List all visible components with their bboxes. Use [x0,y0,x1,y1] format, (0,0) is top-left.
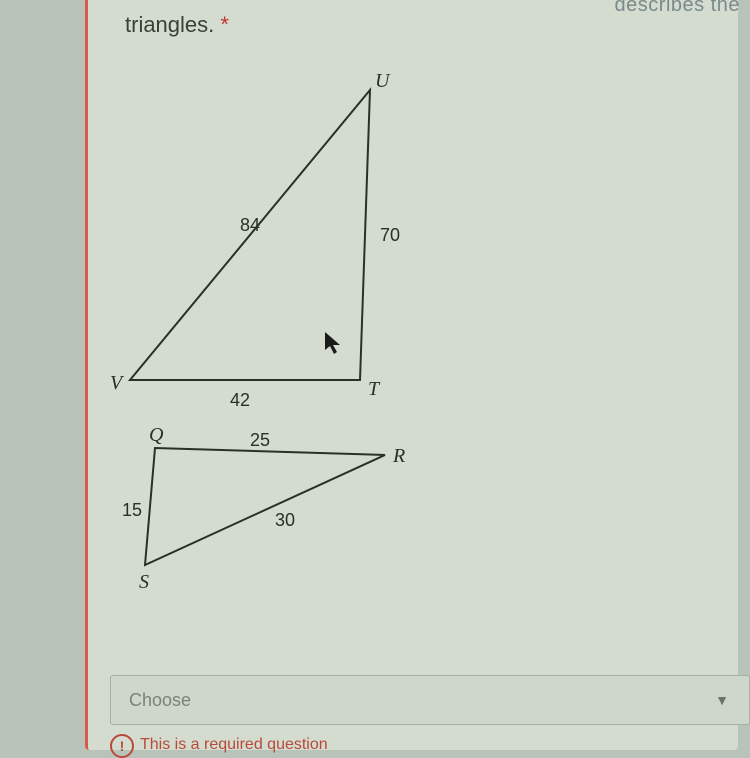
side-ut-length: 70 [380,225,400,246]
side-qs-length: 15 [122,500,142,521]
question-text: triangles. * [125,12,229,38]
partial-top-text: describes the [615,0,740,17]
vertex-q-label: Q [149,424,163,447]
question-stem: triangles. [125,12,214,37]
side-sr-length: 30 [275,510,295,531]
side-vt-length: 42 [230,390,250,411]
vertex-v-label: V [110,372,122,395]
vertex-u-label: U [375,70,389,93]
side-qr-length: 25 [250,430,270,451]
vertex-s-label: S [139,571,149,594]
chevron-down-icon: ▼ [715,692,729,708]
warning-icon: ! [110,734,134,758]
side-uv-length: 84 [240,215,260,236]
triangle-qrs [145,448,385,565]
dropdown-placeholder: Choose [129,690,191,711]
validation-message: This is a required question [140,736,328,754]
required-asterisk: * [220,12,229,37]
vertex-r-label: R [393,445,405,468]
answer-dropdown[interactable]: Choose ▼ [110,675,750,725]
vertex-t-label: T [368,378,379,401]
